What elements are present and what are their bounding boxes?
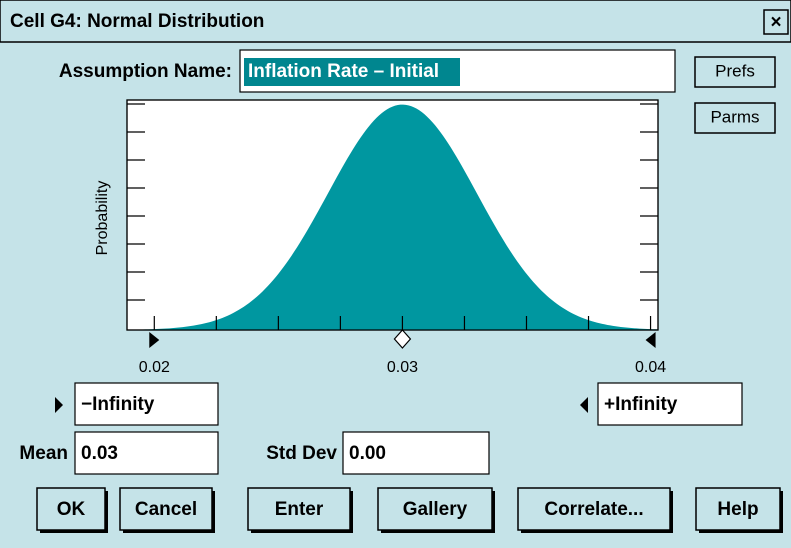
std-input[interactable] [342, 431, 490, 475]
distribution-curve [127, 104, 658, 330]
button-label[interactable]: Cancel [135, 499, 197, 520]
mean-value[interactable]: 0.03 [81, 443, 118, 464]
window-title: Cell G4: Normal Distribution [10, 11, 264, 32]
assumption-label: Assumption Name: [59, 61, 232, 82]
x-tick-label: 0.02 [139, 359, 170, 376]
button[interactable] [517, 487, 671, 531]
upper-arrow[interactable] [580, 397, 588, 413]
selection-highlight [244, 58, 460, 86]
mean-label: Mean [19, 443, 68, 464]
lower-bound[interactable]: −Infinity [81, 394, 155, 415]
lower-bound-input[interactable] [74, 382, 219, 426]
assumption-name[interactable]: Inflation Rate – Initial [248, 61, 439, 82]
x-tick-label: 0.03 [387, 359, 418, 376]
button[interactable] [695, 487, 781, 531]
button[interactable] [247, 487, 351, 531]
mean-marker[interactable] [393, 329, 412, 349]
close-button[interactable] [763, 9, 789, 35]
side-button[interactable] [694, 56, 776, 88]
side-button-label[interactable]: Parms [710, 107, 759, 126]
button-label[interactable]: Enter [275, 499, 324, 520]
side-button-label[interactable]: Prefs [715, 61, 755, 80]
x-tick-label: 0.04 [635, 359, 666, 376]
upper-grabber[interactable] [645, 332, 656, 348]
y-axis-label: Probability [94, 181, 111, 256]
std-value[interactable]: 0.00 [349, 443, 386, 464]
button-label[interactable]: Correlate... [544, 499, 643, 520]
upper-bound[interactable]: +Infinity [604, 394, 678, 415]
std-label: Std Dev [266, 443, 337, 464]
plot-border [126, 99, 659, 331]
button[interactable] [36, 487, 106, 531]
button-label[interactable]: OK [57, 499, 86, 520]
mean-input[interactable] [74, 431, 219, 475]
close-icon[interactable]: × [770, 12, 781, 33]
lower-arrow[interactable] [55, 397, 63, 413]
button-label[interactable]: Gallery [403, 499, 468, 520]
button-label[interactable]: Help [717, 499, 758, 520]
button[interactable] [119, 487, 213, 531]
y-ticks [127, 103, 658, 301]
title-bar [0, 0, 791, 43]
side-button[interactable] [694, 102, 776, 134]
lower-grabber[interactable] [149, 332, 160, 348]
button[interactable] [377, 487, 493, 531]
upper-bound-input[interactable] [597, 382, 743, 426]
